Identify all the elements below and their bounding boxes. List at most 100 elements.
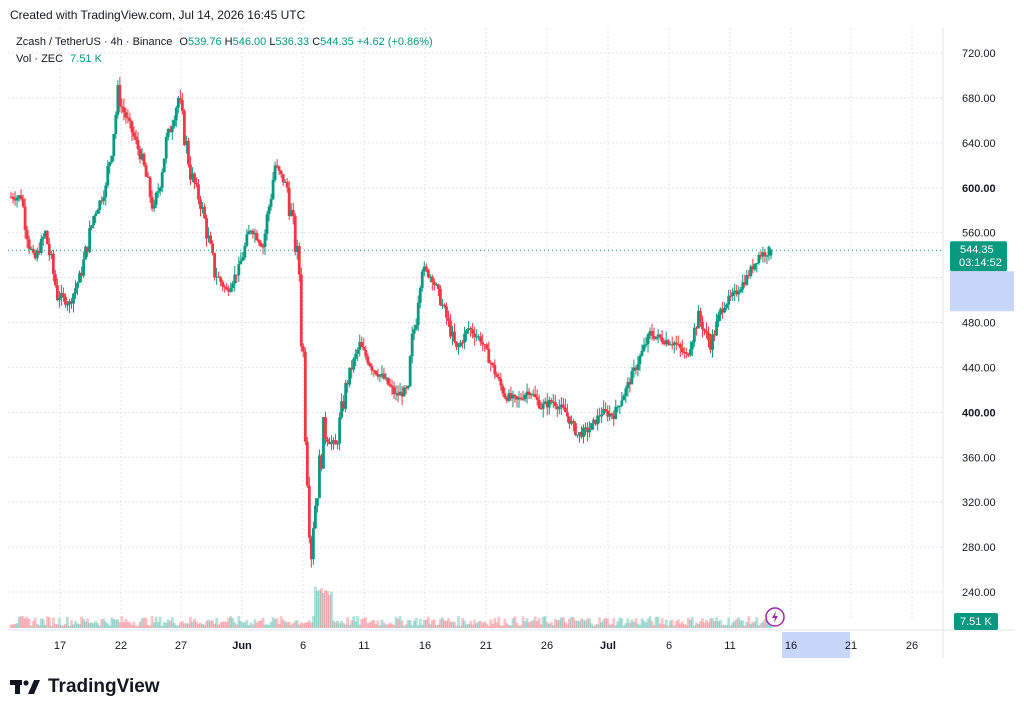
volume-bar	[703, 622, 706, 628]
volume-bar	[66, 616, 69, 628]
candle-body	[354, 353, 358, 359]
volume-bar	[445, 621, 448, 628]
candle-body	[132, 132, 136, 137]
volume-bar	[578, 620, 581, 628]
volume-bar	[134, 625, 138, 628]
candle-body	[376, 374, 380, 377]
candle-body	[108, 162, 112, 166]
volume-bar	[106, 623, 110, 628]
volume-bar	[197, 623, 200, 628]
volume-bar	[342, 623, 346, 628]
volume-bar	[436, 624, 440, 628]
volume-bar	[521, 616, 525, 628]
candle-body	[47, 244, 51, 256]
volume-bar	[692, 625, 696, 628]
candle-body	[374, 370, 378, 375]
candle-body	[559, 404, 563, 407]
volume-bar	[27, 619, 31, 628]
candle-body	[330, 441, 333, 445]
volume-bar	[132, 621, 136, 628]
volume-bar	[334, 622, 337, 628]
last-price-tag	[950, 241, 1007, 272]
volume-label[interactable]: Vol · ZEC	[16, 53, 64, 65]
volume-bar	[19, 616, 23, 628]
candle-body	[269, 199, 273, 207]
volume-bar	[761, 621, 765, 628]
candle-body	[332, 440, 335, 442]
volume-bar	[140, 618, 144, 628]
volume-bar	[76, 623, 79, 628]
symbol-label[interactable]: Zcash / TetherUS · 4h · Binance	[16, 36, 173, 48]
volume-bar	[741, 620, 745, 628]
candle-body	[485, 344, 489, 349]
volume-bar	[96, 623, 100, 628]
candle-body	[281, 174, 285, 183]
tradingview-logo-icon	[10, 680, 40, 694]
volume-bar	[72, 624, 75, 628]
volume-bar	[479, 620, 483, 628]
volume-bar	[86, 618, 90, 628]
candle-body	[505, 397, 509, 401]
volume-bar	[382, 622, 386, 628]
volume-bar	[434, 624, 438, 628]
candle-body	[168, 129, 172, 133]
volume-bar	[82, 618, 85, 628]
candle-body	[695, 327, 698, 329]
volume-bar	[545, 622, 549, 628]
candle-body	[138, 149, 142, 160]
candle-body	[535, 397, 539, 400]
volume-bar	[414, 617, 418, 628]
volume-bar	[475, 623, 479, 628]
volume-bar	[513, 616, 517, 628]
volume-bar	[166, 619, 170, 628]
volume-bar	[656, 616, 660, 628]
candle-body	[324, 417, 327, 440]
volume-bar	[332, 620, 335, 628]
candle-body	[241, 257, 245, 261]
volume-bar	[225, 622, 229, 628]
volume-bar	[384, 624, 388, 628]
candle-body	[350, 367, 354, 370]
x-tick-label: 16	[419, 640, 431, 652]
candle-body	[432, 282, 436, 285]
volume-bar	[503, 618, 507, 628]
candle-body	[203, 206, 206, 219]
low-label: L	[269, 36, 276, 48]
candle-body	[757, 254, 761, 264]
candle-body	[680, 348, 684, 352]
volume-bar	[525, 618, 529, 628]
volume-bar	[721, 625, 725, 628]
candle-body	[307, 485, 311, 538]
volume-bar	[346, 617, 350, 628]
candle-body	[632, 367, 636, 372]
volume-bar	[535, 620, 539, 628]
candle-body	[729, 295, 733, 297]
volume-bar	[457, 616, 460, 628]
volume-bar	[402, 625, 406, 628]
tradingview-brand[interactable]: TradingView	[10, 676, 160, 698]
y-tick-label: 280.00	[962, 542, 996, 554]
candle-body	[666, 340, 670, 345]
candle-body	[211, 243, 214, 254]
volume-bar	[652, 625, 656, 628]
volume-bar	[424, 619, 428, 628]
volume-bar	[618, 617, 622, 628]
volume-bar	[743, 625, 747, 628]
volume-bar	[114, 619, 118, 628]
candle-body	[630, 371, 634, 385]
tradingview-wordmark: TradingView	[48, 676, 160, 697]
volume-bar	[90, 622, 94, 628]
volume-bar	[15, 623, 19, 628]
volume-bar	[320, 588, 323, 628]
candle-body	[636, 364, 640, 370]
candle-body	[533, 394, 537, 398]
price-chart[interactable]: 720.00680.00640.00600.00560.00520.00480.…	[8, 28, 1014, 658]
candle-body	[471, 329, 475, 334]
volume-bar	[608, 624, 612, 628]
candle-body	[501, 385, 505, 394]
candle-body	[402, 387, 406, 397]
volume-bar	[690, 616, 694, 628]
volume-bar	[374, 624, 378, 628]
volume-bar	[432, 619, 436, 628]
volume-bar	[390, 623, 394, 628]
